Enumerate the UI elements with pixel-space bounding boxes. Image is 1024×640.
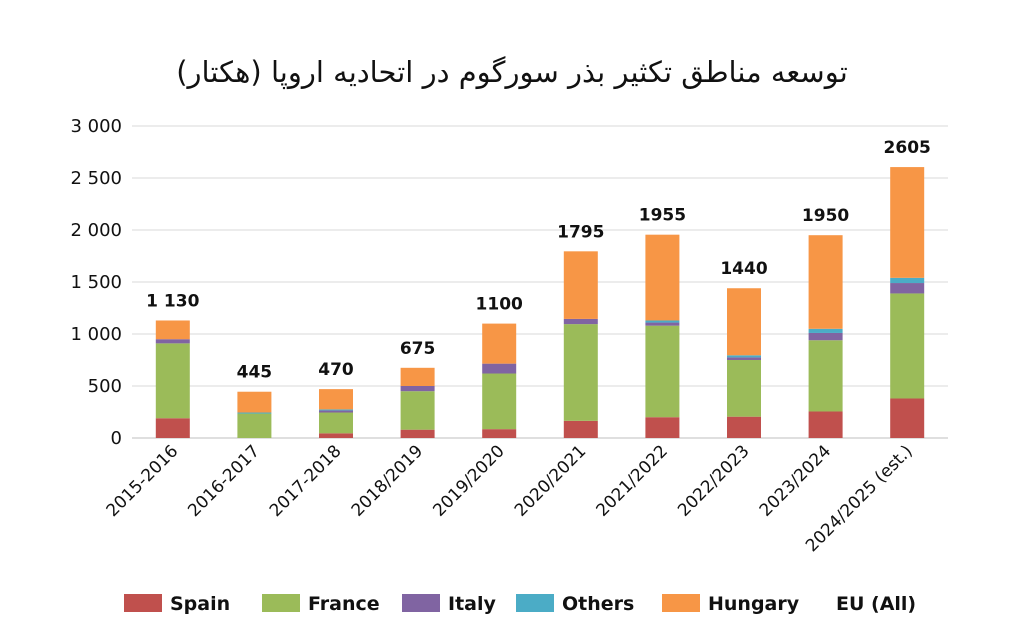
x-tick-label: 2021/2022	[593, 441, 672, 520]
bar-segment-hungary	[482, 323, 517, 364]
bar-segment-france	[808, 340, 843, 412]
legend-swatch-others	[516, 594, 554, 612]
bar-segment-italy	[890, 283, 925, 294]
legend-label-italy: Italy	[448, 593, 496, 615]
y-tick-label: 1 500	[70, 272, 122, 293]
bar-segment-france	[237, 413, 272, 438]
bar-segment-others	[727, 355, 761, 358]
bar-segment-others	[645, 320, 680, 323]
total-label: 470	[318, 360, 354, 380]
bar-segment-hungary	[400, 367, 435, 386]
total-label: 675	[400, 339, 436, 359]
total-label: 1955	[639, 206, 686, 226]
legend: Spain France Italy Others Hungary EU (All)	[124, 593, 916, 615]
bar-segment-italy	[319, 410, 353, 413]
bar-segment-italy	[645, 322, 680, 326]
y-tick-label: 1 000	[70, 324, 122, 345]
chart-title: توسعه مناطق تکثیر بذر سورگوم در اتحادیه …	[176, 55, 848, 90]
bar-segment-spain	[808, 411, 843, 438]
bar-segment-italy	[400, 386, 435, 392]
bar-segment-italy	[727, 357, 761, 360]
y-tick-label: 2 500	[70, 168, 122, 189]
gridlines	[132, 125, 948, 439]
bar-segment-hungary	[563, 251, 598, 319]
bar-segment-france	[155, 343, 190, 419]
x-tick-label: 2016-2017	[184, 441, 264, 521]
total-label: 1950	[802, 206, 849, 226]
bar-segment-others	[808, 328, 843, 333]
total-labels: 1 130 445 470 675 1100 1795 1955 1440 1950 2605	[146, 138, 931, 383]
y-tick-label: 500	[88, 376, 122, 397]
x-tick-label: 2018/2019	[348, 441, 427, 520]
legend-label-france: France	[308, 593, 380, 615]
bar-segment-others	[237, 412, 272, 414]
bar-segment-others	[319, 409, 353, 411]
x-tick-label: 2022/2023	[674, 441, 753, 520]
total-label: 1440	[720, 259, 767, 279]
bar-segment-france	[319, 412, 353, 434]
y-tick-label: 2 000	[70, 220, 122, 241]
bar-segment-france	[727, 360, 761, 417]
bar-segment-italy	[563, 318, 598, 325]
x-tick-label: 2017-2018	[266, 441, 346, 521]
bar-segment-hungary	[890, 167, 925, 278]
bar-segment-spain	[319, 433, 353, 438]
bar-segment-hungary	[237, 391, 272, 413]
x-axis-ticks: 2015-2016 2016-2017 2017-2018 2018/2019 2019…	[103, 441, 917, 556]
x-tick-label: 2023/2024	[756, 441, 835, 520]
y-tick-label: 3 000	[70, 116, 122, 137]
total-label: 1100	[476, 295, 523, 315]
bar-segment-spain	[727, 416, 761, 438]
legend-label-hungary: Hungary	[708, 593, 800, 615]
bar-segment-italy	[808, 332, 843, 341]
bar-segment-france	[645, 325, 680, 418]
bar-segment-hungary	[155, 320, 190, 340]
bar-segment-france	[563, 324, 598, 421]
bar-segment-france	[482, 373, 517, 430]
y-axis-ticks: 0 500 1 000 1 500 2 000 2 500 3 000	[70, 116, 122, 449]
bar-segment-hungary	[808, 235, 843, 329]
bar-segment-spain	[890, 398, 925, 438]
legend-swatch-hungary	[662, 594, 700, 612]
bar-segment-spain	[400, 429, 435, 438]
y-tick-label: 0	[111, 428, 122, 449]
bar-segment-italy	[482, 363, 517, 374]
bar-segment-hungary	[727, 288, 761, 356]
legend-swatch-italy	[402, 594, 440, 612]
bar-segment-spain	[155, 418, 190, 438]
bar-segment-hungary	[645, 234, 680, 321]
x-tick-label: 2020/2021	[511, 441, 590, 520]
bar-segment-hungary	[319, 389, 353, 410]
legend-label-spain: Spain	[170, 593, 230, 615]
legend-label-others: Others	[562, 593, 634, 615]
x-tick-label: 2019/2020	[429, 441, 508, 520]
bar-segment-spain	[645, 417, 680, 438]
x-tick-label: 2015-2016	[103, 441, 183, 521]
total-label: 445	[237, 363, 273, 383]
total-label: 1795	[557, 222, 604, 242]
bar-segment-spain	[482, 429, 517, 438]
bar-segment-spain	[563, 420, 598, 438]
legend-label-eu-all: EU (All)	[836, 593, 916, 615]
legend-swatch-france	[262, 594, 300, 612]
bar-segment-france	[400, 391, 435, 430]
legend-swatch-spain	[124, 594, 162, 612]
bar-segment-france	[890, 293, 925, 399]
bar-segment-italy	[155, 339, 190, 344]
bar-segment-others	[890, 277, 925, 284]
total-label: 2605	[884, 138, 931, 158]
total-label: 1 130	[146, 291, 199, 311]
bars	[155, 167, 925, 438]
